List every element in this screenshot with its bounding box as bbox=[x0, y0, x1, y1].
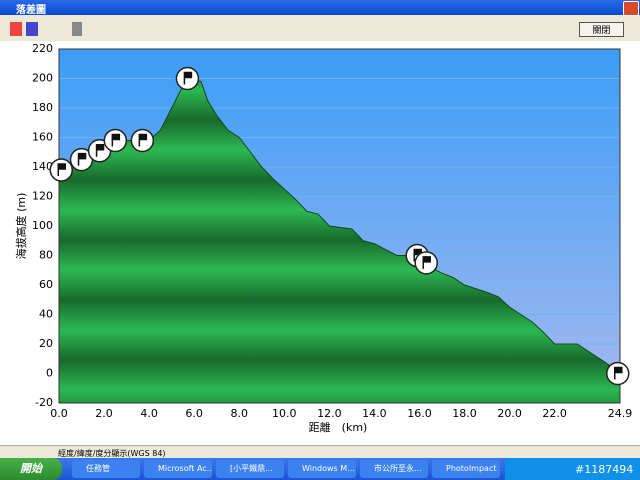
window-title: 落差圖 bbox=[16, 5, 46, 16]
x-tick-label: 0.0 bbox=[50, 407, 68, 420]
waypoint bbox=[130, 128, 155, 153]
y-tick-label: 200 bbox=[32, 72, 53, 85]
x-tick-label: 8.0 bbox=[230, 407, 248, 420]
waypoint-flag bbox=[422, 256, 431, 269]
task-item[interactable]: PhotoImpact ... bbox=[432, 460, 500, 478]
y-tick-label: 220 bbox=[32, 42, 53, 55]
x-tick-label: 6.0 bbox=[185, 407, 203, 420]
toolbar: 關閉 bbox=[0, 15, 640, 42]
x-tick-label: 14.0 bbox=[362, 407, 387, 420]
waypoint-flag bbox=[183, 71, 193, 85]
waypoint bbox=[175, 66, 200, 91]
watermark: #1187494 bbox=[575, 463, 634, 476]
y-tick-label: -20 bbox=[35, 396, 53, 409]
x-tick-label: 24.9 bbox=[608, 407, 633, 420]
waypoint bbox=[103, 128, 128, 153]
tool-icons[interactable] bbox=[10, 22, 95, 36]
y-tick-label: 0 bbox=[46, 367, 53, 380]
x-tick-label: 2.0 bbox=[95, 407, 113, 420]
y-axis-label: 海拔高度 (m) bbox=[14, 193, 28, 260]
x-tick-label: 16.0 bbox=[407, 407, 432, 420]
tray: #1187494 bbox=[505, 458, 640, 480]
x-tick-label: 12.0 bbox=[317, 407, 342, 420]
y-tick-label: 120 bbox=[32, 190, 53, 203]
waypoint-flag bbox=[138, 133, 148, 147]
x-axis-label: 距離 (km) bbox=[309, 420, 368, 434]
waypoint-flag bbox=[77, 152, 87, 166]
waypoint-flag bbox=[111, 133, 121, 147]
status-text: 經度/緯度/度分顯示(WGS 84) bbox=[58, 449, 166, 458]
title-bar: 落差圖 bbox=[0, 0, 640, 16]
waypoint bbox=[414, 251, 438, 275]
plot-frame bbox=[58, 48, 621, 404]
y-tick-label: 40 bbox=[39, 308, 53, 321]
waypoint-flag bbox=[613, 366, 623, 380]
taskbar: 開始 #1187494 任務管 Microsoft Ac... [小平鐵鼎... Wi… bbox=[0, 458, 640, 480]
close-button[interactable]: 關閉 bbox=[579, 22, 624, 37]
y-tick-label: 180 bbox=[32, 101, 53, 114]
task-item[interactable]: Windows M... bbox=[288, 460, 356, 478]
y-tick-label: 160 bbox=[32, 131, 53, 144]
x-tick-label: 10.0 bbox=[272, 407, 297, 420]
y-tick-label: 80 bbox=[39, 249, 53, 262]
x-tick-label: 20.0 bbox=[497, 407, 522, 420]
task-item[interactable]: 任務管 bbox=[72, 460, 140, 478]
y-tick-label: 100 bbox=[32, 219, 53, 232]
y-tick-label: 20 bbox=[39, 337, 53, 350]
waypoint bbox=[605, 361, 630, 386]
x-tick-label: 4.0 bbox=[140, 407, 158, 420]
x-tick-label: 18.0 bbox=[452, 407, 477, 420]
waypoint bbox=[49, 158, 74, 182]
task-item[interactable]: [小平鐵鼎... bbox=[216, 460, 284, 478]
task-item[interactable]: 市公所至永... bbox=[360, 460, 428, 478]
y-tick-label: 60 bbox=[39, 278, 53, 291]
task-item[interactable]: Microsoft Ac... bbox=[144, 460, 212, 478]
waypoint-flag bbox=[57, 163, 67, 176]
start-button[interactable]: 開始 bbox=[0, 458, 62, 480]
y-tick-label: 140 bbox=[32, 160, 53, 173]
chart: 海拔高度 (m) 距離 (km) -20 0 20 40 60 80 100 120 140 16… bbox=[0, 41, 640, 445]
status-bar: 經度/緯度/度分顯示(WGS 84) bbox=[0, 445, 640, 459]
x-tick-label: 22.0 bbox=[542, 407, 567, 420]
waypoint-flag bbox=[95, 144, 105, 157]
close-x[interactable] bbox=[623, 1, 639, 16]
